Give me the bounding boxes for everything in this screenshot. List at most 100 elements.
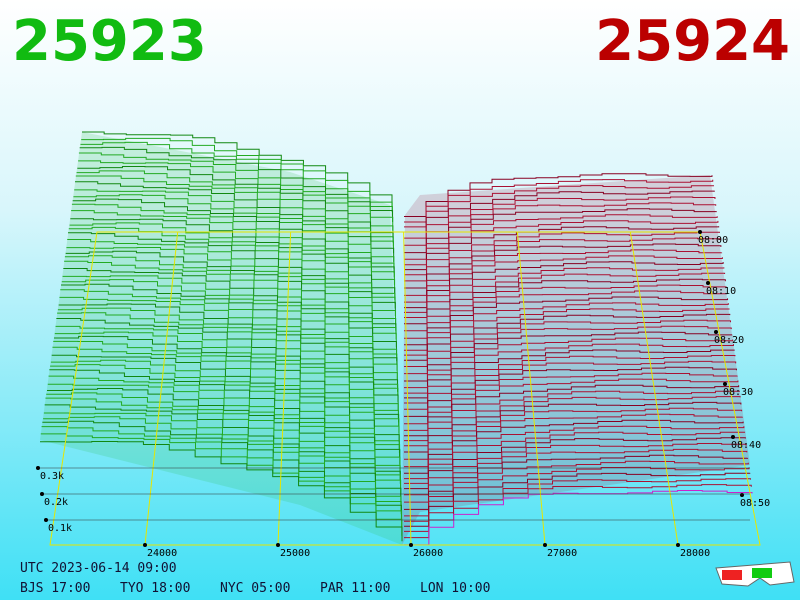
- bid-line: [64, 260, 397, 348]
- ask-line: [404, 243, 722, 289]
- price-grid-line: [144, 231, 179, 546]
- price-tick: [409, 543, 413, 547]
- ask-line: [404, 179, 714, 223]
- ask-line: [404, 226, 720, 271]
- ask-line: [404, 208, 717, 254]
- bid-line: [55, 325, 399, 418]
- price-tick: [676, 543, 680, 547]
- ask-line: [404, 190, 715, 233]
- bid-line: [52, 346, 400, 442]
- ask-line: [404, 196, 716, 239]
- ask-line: [404, 372, 738, 425]
- bid-line: [56, 318, 399, 411]
- price-label: 27000: [547, 548, 577, 559]
- zone-time: LON 10:00: [420, 581, 490, 596]
- time-label: 08:20: [714, 335, 744, 346]
- depth-tick: [44, 518, 48, 522]
- ask-line: [404, 460, 749, 517]
- ask-line: [404, 202, 717, 246]
- bid-line: [79, 146, 394, 222]
- ask-line: [404, 355, 736, 404]
- zone-time: BJS 17:00: [20, 581, 90, 596]
- ask-line: [404, 484, 752, 539]
- depth-lines: [40, 131, 753, 546]
- bid-line: [43, 412, 402, 511]
- ask-line: [404, 319, 732, 367]
- bid-line: [60, 289, 398, 379]
- bid-line: [59, 296, 398, 387]
- ask-line: [404, 366, 737, 417]
- time-tick: [740, 493, 744, 497]
- price-grid-line: [403, 231, 412, 546]
- bid-line: [67, 239, 397, 325]
- time-label: 08:40: [731, 440, 761, 451]
- lens-green: [752, 568, 772, 578]
- price-grid-line: [277, 231, 292, 546]
- ask-line: [404, 425, 745, 480]
- time-label: 08:10: [706, 286, 736, 297]
- price-label: 24000: [147, 548, 177, 559]
- ask-line: [404, 454, 749, 510]
- ask-line: [404, 331, 733, 382]
- bid-line: [40, 441, 403, 542]
- ask-line: [404, 302, 729, 351]
- price-grid-line: [516, 231, 546, 546]
- ask-line: [404, 390, 740, 442]
- price-tick: [276, 543, 280, 547]
- depth-tick: [40, 492, 44, 496]
- zone-time: TYO 18:00: [120, 581, 190, 596]
- ask-line: [404, 431, 746, 484]
- ask-line: [404, 419, 744, 474]
- floor-grid: [36, 230, 761, 547]
- bid-line: [75, 181, 395, 262]
- ask-line: [404, 325, 732, 375]
- bid-line: [68, 232, 396, 317]
- price-label: 25000: [280, 548, 310, 559]
- ask-line: [404, 443, 747, 496]
- ask-line: [404, 378, 739, 431]
- bid-line: [71, 210, 396, 294]
- depth-label: 0.3k: [40, 471, 64, 482]
- ask-line: [404, 290, 728, 339]
- depth-label: 0.1k: [48, 523, 72, 534]
- bid-line: [77, 166, 394, 243]
- price-grid-line: [629, 231, 679, 546]
- ask-line: [404, 437, 746, 490]
- bid-line: [78, 160, 394, 238]
- ask-line: [404, 384, 740, 437]
- time-label: 08:50: [740, 498, 770, 509]
- ask-line: [404, 255, 723, 303]
- price-label: 28000: [680, 548, 710, 559]
- ask-line: [404, 448, 748, 503]
- ask-line: [404, 237, 721, 282]
- zone-time: PAR 11:00: [320, 581, 390, 596]
- price-tick: [543, 543, 547, 547]
- ask-line: [404, 220, 719, 266]
- ask-line: [404, 231, 720, 276]
- bid-line: [71, 203, 395, 285]
- time-tick: [706, 281, 710, 285]
- ask-line: [404, 478, 752, 532]
- ask-line: [404, 185, 714, 228]
- ask-price: 25924: [595, 9, 790, 74]
- ask-line: [404, 296, 729, 346]
- 3d-glasses: [715, 561, 795, 587]
- ask-line: [404, 267, 725, 313]
- bid-line: [63, 268, 397, 356]
- ask-line: [404, 261, 724, 309]
- ask-line: [404, 249, 723, 296]
- ask-line: [404, 337, 734, 389]
- bid-line: [51, 354, 400, 449]
- depth-tick: [36, 466, 40, 470]
- bid-line: [78, 152, 394, 231]
- bid-line: [62, 275, 398, 362]
- bid-line: [70, 218, 396, 300]
- ask-line: [404, 396, 741, 447]
- bid-line: [81, 137, 393, 212]
- ask-line: [404, 466, 750, 522]
- ask-line: [404, 407, 743, 460]
- bid-line: [82, 131, 393, 207]
- bid-line: [74, 189, 395, 269]
- price-tick: [143, 543, 147, 547]
